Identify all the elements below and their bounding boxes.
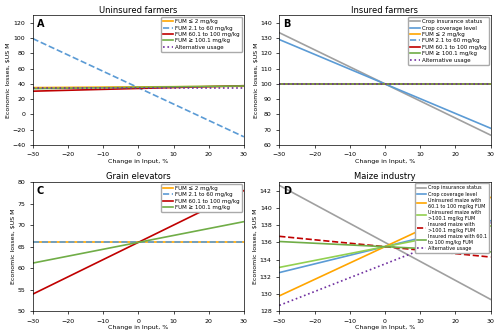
Y-axis label: Economic losses, $US M: Economic losses, $US M bbox=[6, 42, 10, 118]
Title: Uninsured farmers: Uninsured farmers bbox=[99, 6, 178, 14]
Text: A: A bbox=[37, 19, 44, 29]
Legend: Crop insurance status, Crop coverage level, FUM ≤ 2 mg/kg, FUM 2.1 to 60 mg/kg, : Crop insurance status, Crop coverage lev… bbox=[408, 17, 489, 65]
X-axis label: Change in Input, %: Change in Input, % bbox=[108, 326, 168, 330]
Title: Grain elevators: Grain elevators bbox=[106, 172, 170, 181]
Title: Insured farmers: Insured farmers bbox=[352, 6, 418, 14]
X-axis label: Change in Input, %: Change in Input, % bbox=[355, 159, 415, 164]
Text: C: C bbox=[37, 186, 44, 196]
Title: Maize industry: Maize industry bbox=[354, 172, 416, 181]
Y-axis label: Economic losses, $US M: Economic losses, $US M bbox=[11, 209, 16, 285]
Text: B: B bbox=[284, 19, 291, 29]
Legend: FUM ≤ 2 mg/kg, FUM 2.1 to 60 mg/kg, FUM 60.1 to 100 mg/kg, FUM ≥ 100.1 mg/kg: FUM ≤ 2 mg/kg, FUM 2.1 to 60 mg/kg, FUM … bbox=[161, 183, 242, 212]
Text: D: D bbox=[284, 186, 292, 196]
X-axis label: Change in Input, %: Change in Input, % bbox=[108, 159, 168, 164]
X-axis label: Change in Input, %: Change in Input, % bbox=[355, 326, 415, 330]
Legend: Crop insurance status, Crop coverage level, Uninsured maize with
60.1 to 100 mg/: Crop insurance status, Crop coverage lev… bbox=[416, 183, 489, 253]
Y-axis label: Economic losses, $US M: Economic losses, $US M bbox=[254, 42, 258, 118]
Y-axis label: Economic losses, $US M: Economic losses, $US M bbox=[254, 209, 258, 285]
Legend: FUM ≤ 2 mg/kg, FUM 2.1 to 60 mg/kg, FUM 60.1 to 100 mg/kg, FUM ≥ 100.1 mg/kg, Al: FUM ≤ 2 mg/kg, FUM 2.1 to 60 mg/kg, FUM … bbox=[161, 17, 242, 52]
